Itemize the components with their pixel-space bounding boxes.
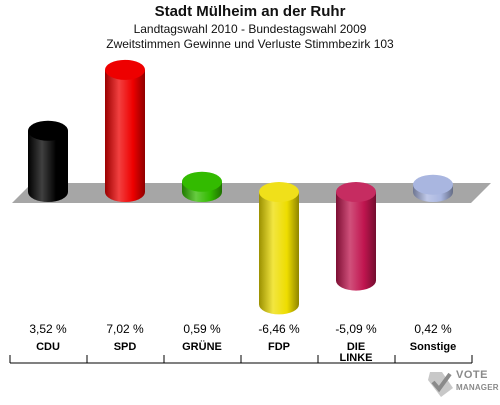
value-label: -5,09 % xyxy=(335,322,377,336)
bar-cdu xyxy=(28,120,68,202)
check-mark-icon xyxy=(428,372,453,397)
value-label: 3,52 % xyxy=(29,322,67,336)
logo-text-vote: VOTE xyxy=(456,369,488,381)
bar-spd xyxy=(105,59,145,203)
value-label: -6,46 % xyxy=(258,322,300,336)
category-axis xyxy=(9,355,473,364)
category-label: GRÜNE xyxy=(182,340,222,353)
logo-text-manager: MANAGER xyxy=(456,383,499,392)
category-label: SPD xyxy=(114,341,137,353)
chart-subtitle-2: Zweitstimmen Gewinne und Verluste Stimmb… xyxy=(106,37,394,51)
value-label: 0,59 % xyxy=(183,322,221,336)
category-label: LINKE xyxy=(340,352,373,364)
bar-fdp xyxy=(259,182,299,315)
vote-manager-logo: VOTE MANAGER xyxy=(426,366,500,400)
bar-gruene xyxy=(182,171,222,202)
chart-title: Stadt Mülheim an der Ruhr xyxy=(154,3,346,20)
chart-subtitle: Landtagswahl 2010 - Bundestagswahl 2009 xyxy=(133,22,367,36)
value-label: 7,02 % xyxy=(106,322,144,336)
chart-titles: Stadt Mülheim an der Ruhr Landtagswahl 2… xyxy=(0,0,500,52)
labels-group: 3,52 % CDU 7,02 % SPD 0,59 % GRÜNE -6,46 % FDP -… xyxy=(29,322,456,364)
bars-group xyxy=(28,59,453,315)
value-label: 0,42 % xyxy=(414,322,452,336)
bar-die-linke xyxy=(336,182,376,291)
bar-sonstige xyxy=(413,174,453,202)
category-label: DIE xyxy=(347,341,365,353)
category-label: CDU xyxy=(36,341,60,353)
category-label: FDP xyxy=(268,341,290,353)
category-label: Sonstige xyxy=(410,341,456,353)
